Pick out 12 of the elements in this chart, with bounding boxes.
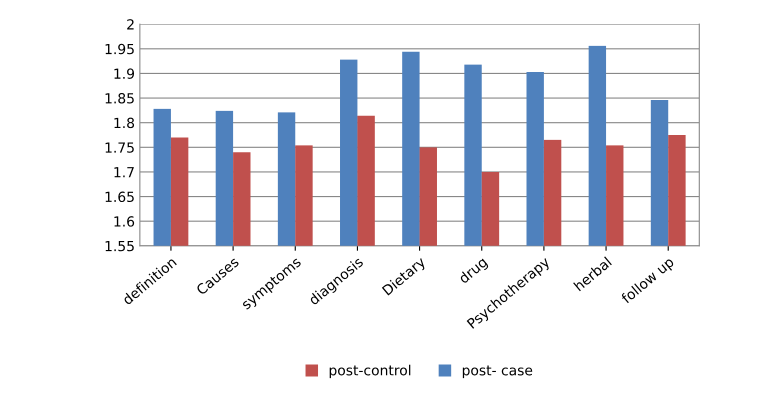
y-tick-label: 1.6: [114, 216, 134, 227]
y-tick-label: 1.55: [106, 240, 134, 252]
y-tick-label: 1.7: [114, 167, 134, 178]
y-tick-label: 1.85: [106, 93, 134, 104]
y-tick-label: 1.75: [106, 142, 134, 153]
legend-label: post- case: [462, 366, 532, 378]
y-tick-label: 1.95: [106, 44, 134, 54]
y-tick-label: 2: [127, 19, 134, 30]
y-tick-label: 1.8: [114, 118, 134, 128]
y-tick-label: 1.65: [106, 192, 134, 202]
legend-label: post-control: [330, 364, 410, 378]
y-tick-label: 1.9: [114, 68, 134, 79]
